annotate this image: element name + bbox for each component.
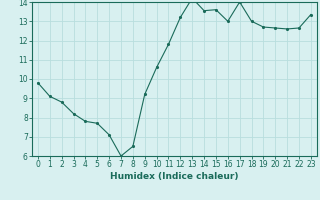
X-axis label: Humidex (Indice chaleur): Humidex (Indice chaleur) (110, 172, 239, 181)
